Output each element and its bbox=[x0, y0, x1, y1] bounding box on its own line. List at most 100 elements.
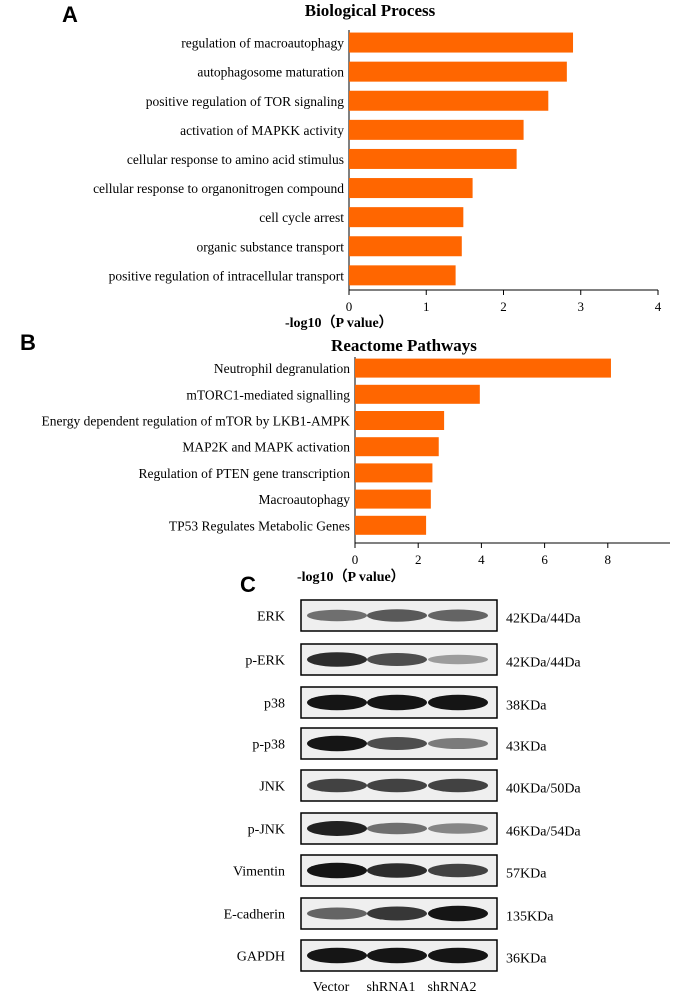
chart-a-tick-label: 4 bbox=[655, 299, 662, 314]
chart-a-bar bbox=[349, 90, 549, 111]
panel-b-letter: B bbox=[20, 330, 36, 355]
blot-band bbox=[307, 652, 367, 667]
chart-b-bar bbox=[355, 515, 427, 535]
chart-a-tick-label: 3 bbox=[578, 299, 585, 314]
chart-b-tick-label: 0 bbox=[352, 552, 359, 567]
panel-a-title: Biological Process bbox=[305, 1, 436, 20]
chart-b-tick-label: 4 bbox=[478, 552, 485, 567]
chart-a-tick-label: 1 bbox=[423, 299, 430, 314]
blot-band bbox=[307, 694, 367, 711]
chart-b-tick-label: 6 bbox=[541, 552, 548, 567]
blot-label: p38 bbox=[264, 697, 285, 712]
chart-a-category-label: positive regulation of intracellular tra… bbox=[109, 268, 345, 283]
blot-band bbox=[428, 654, 488, 665]
blot-label: E-cadherin bbox=[224, 908, 285, 923]
blot-band bbox=[307, 821, 367, 836]
chart-b-bar bbox=[355, 489, 431, 509]
chart-a-bar bbox=[349, 61, 567, 82]
blot-band bbox=[428, 738, 488, 749]
blot-band bbox=[307, 862, 367, 879]
blot-band bbox=[428, 694, 488, 711]
chart-a-category-label: cellular response to organonitrogen comp… bbox=[93, 181, 344, 196]
chart-a-category-label: autophagosome maturation bbox=[197, 65, 344, 80]
chart-a-x-label: -log10（P value） bbox=[285, 315, 393, 331]
chart-b-category-label: TP53 Regulates Metabolic Genes bbox=[169, 518, 350, 533]
blot-band bbox=[367, 906, 427, 921]
chart-b-category-label: Neutrophil degranulation bbox=[214, 361, 350, 376]
blot-band bbox=[307, 778, 367, 793]
chart-b-tick-label: 2 bbox=[415, 552, 422, 567]
blot-size-label: 135KDa bbox=[506, 910, 554, 925]
chart-b-category-label: Regulation of PTEN gene transcription bbox=[139, 466, 351, 481]
blot-size-label: 57KDa bbox=[506, 867, 547, 882]
chart-a-bar bbox=[349, 178, 473, 199]
panel-b-title: Reactome Pathways bbox=[331, 336, 477, 355]
blot-band bbox=[367, 778, 427, 793]
blot-band bbox=[367, 947, 427, 964]
western-blot-panel: ERK 42KDa/44Da p-ERK 42KDa/44Da p38 38KDa p-p3… bbox=[224, 599, 581, 995]
blot-band bbox=[367, 653, 427, 666]
blot-size-label: 38KDa bbox=[506, 699, 547, 714]
blot-band bbox=[307, 947, 367, 964]
blot-band bbox=[367, 863, 427, 878]
blot-label: GAPDH bbox=[237, 950, 285, 965]
blot-label: p-ERK bbox=[245, 654, 285, 669]
chart-a-bar bbox=[349, 119, 524, 140]
chart-b-bar bbox=[355, 384, 480, 404]
blot-band bbox=[307, 907, 367, 920]
chart-a-category-label: cellular response to amino acid stimulus bbox=[127, 152, 344, 167]
chart-b: -log10（P value） Neutrophil degranulation… bbox=[42, 357, 670, 585]
chart-a-tick-label: 0 bbox=[346, 299, 353, 314]
chart-a-bar bbox=[349, 207, 464, 228]
blot-band bbox=[428, 947, 488, 964]
chart-b-category-label: MAP2K and MAPK activation bbox=[182, 440, 350, 455]
blot-band bbox=[367, 694, 427, 711]
chart-a-category-label: regulation of macroautophagy bbox=[181, 36, 344, 51]
blot-size-label: 42KDa/44Da bbox=[506, 656, 581, 671]
blot-band bbox=[428, 823, 488, 834]
blot-band bbox=[367, 737, 427, 750]
blot-band bbox=[367, 822, 427, 835]
blot-band bbox=[307, 609, 367, 622]
blot-band bbox=[428, 778, 488, 793]
chart-b-category-label: Energy dependent regulation of mTOR by L… bbox=[42, 414, 351, 429]
chart-a-bar bbox=[349, 265, 456, 286]
chart-a-category-label: activation of MAPKK activity bbox=[180, 123, 344, 138]
chart-a: -log10（P value） regulation of macroautop… bbox=[93, 30, 662, 331]
blot-band bbox=[428, 863, 488, 878]
blot-size-label: 40KDa/50Da bbox=[506, 782, 581, 797]
panel-c-letter: C bbox=[240, 572, 256, 597]
blot-size-label: 43KDa bbox=[506, 740, 547, 755]
blot-band bbox=[307, 735, 367, 752]
lane-label: shRNA1 bbox=[366, 980, 415, 995]
chart-a-bar bbox=[349, 32, 574, 53]
chart-b-category-label: Macroautophagy bbox=[259, 492, 351, 507]
lane-label: Vector bbox=[313, 980, 350, 995]
chart-b-bar bbox=[355, 463, 433, 483]
blot-band bbox=[428, 609, 488, 622]
panel-a-letter: A bbox=[62, 2, 78, 27]
chart-b-bar bbox=[355, 411, 445, 430]
chart-b-bar bbox=[355, 358, 611, 378]
blot-size-label: 42KDa/44Da bbox=[506, 612, 581, 627]
blot-label: p-p38 bbox=[252, 738, 285, 753]
blot-size-label: 46KDa/54Da bbox=[506, 825, 581, 840]
chart-b-bar bbox=[355, 437, 439, 457]
lane-label: shRNA2 bbox=[427, 980, 476, 995]
chart-b-x-label: -log10（P value） bbox=[297, 569, 405, 585]
blot-label: p-JNK bbox=[248, 823, 285, 838]
blot-size-label: 36KDa bbox=[506, 952, 547, 967]
chart-a-bar bbox=[349, 148, 517, 169]
blot-label: ERK bbox=[257, 610, 285, 625]
chart-a-tick-label: 2 bbox=[500, 299, 507, 314]
blot-band bbox=[428, 905, 488, 922]
blot-label: JNK bbox=[259, 780, 285, 795]
blot-band bbox=[367, 609, 427, 622]
chart-b-category-label: mTORC1-mediated signalling bbox=[186, 387, 350, 402]
chart-a-category-label: positive regulation of TOR signaling bbox=[146, 94, 344, 109]
chart-a-bar bbox=[349, 236, 462, 257]
blot-label: Vimentin bbox=[233, 865, 285, 880]
chart-a-category-label: cell cycle arrest bbox=[259, 210, 344, 225]
chart-a-category-label: organic substance transport bbox=[197, 239, 345, 254]
